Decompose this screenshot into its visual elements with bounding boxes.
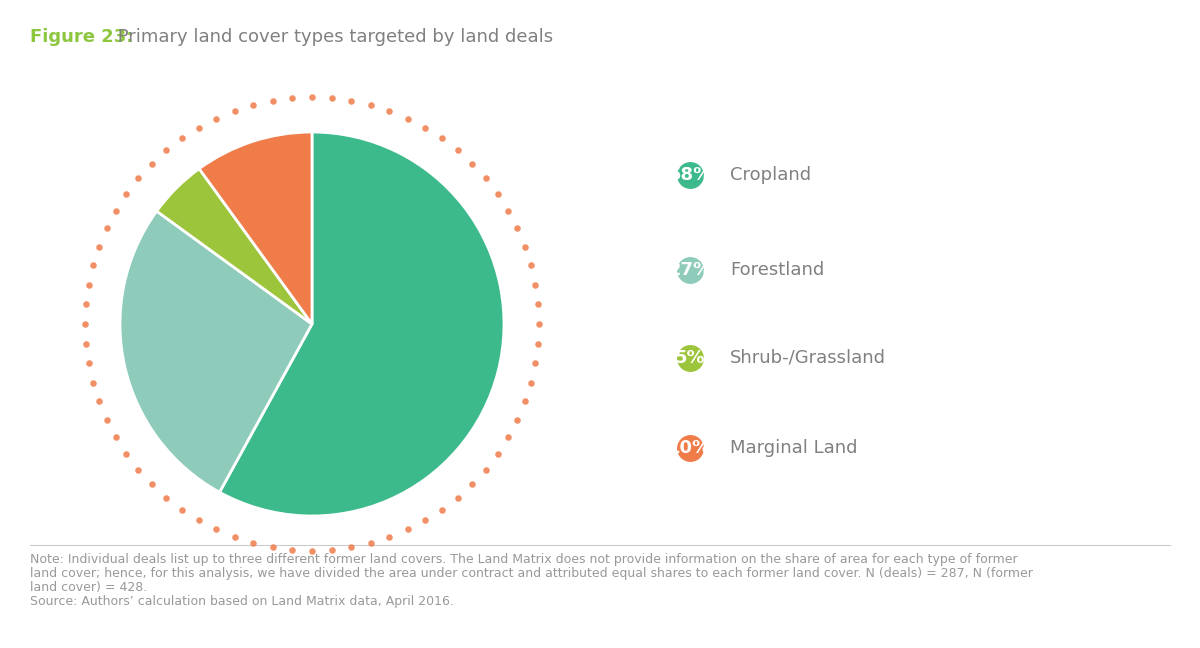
Point <box>116 449 136 459</box>
Point <box>77 338 96 349</box>
Point <box>528 338 547 349</box>
Wedge shape <box>220 132 504 516</box>
Point <box>263 542 282 552</box>
Point <box>106 432 125 443</box>
Point <box>380 532 400 542</box>
Text: 27%: 27% <box>668 261 712 279</box>
Point <box>680 170 700 180</box>
Wedge shape <box>199 132 312 324</box>
Text: Primary land cover types targeted by land deals: Primary land cover types targeted by lan… <box>112 28 553 46</box>
Point <box>488 449 508 459</box>
Point <box>528 299 547 310</box>
Point <box>508 415 527 425</box>
Text: land cover) = 428.: land cover) = 428. <box>30 581 148 594</box>
Point <box>380 106 400 116</box>
Point <box>342 542 361 552</box>
Point <box>77 299 96 310</box>
Point <box>244 538 263 548</box>
Point <box>526 279 545 290</box>
Point <box>488 189 508 199</box>
Point <box>322 93 341 104</box>
Text: 10%: 10% <box>668 439 712 457</box>
Point <box>79 358 98 369</box>
Point <box>463 159 482 169</box>
Point <box>521 377 540 388</box>
Point <box>106 205 125 216</box>
Point <box>84 377 103 388</box>
Point <box>283 544 302 555</box>
Point <box>342 96 361 106</box>
Point <box>224 106 244 116</box>
Point <box>190 122 209 133</box>
Point <box>361 538 380 548</box>
Text: Note: Individual deals list up to three different former land covers. The Land M: Note: Individual deals list up to three … <box>30 553 1018 566</box>
Point <box>84 260 103 271</box>
Point <box>263 96 282 106</box>
Wedge shape <box>120 211 312 492</box>
Point <box>398 524 418 535</box>
Point <box>515 241 534 251</box>
Point <box>508 223 527 233</box>
Point <box>499 432 518 443</box>
Point <box>398 113 418 124</box>
Point <box>173 504 192 515</box>
Point <box>97 415 116 425</box>
Point <box>157 145 176 156</box>
Text: 5%: 5% <box>674 349 706 367</box>
Point <box>680 353 700 363</box>
Point <box>680 443 700 453</box>
Point <box>244 100 263 110</box>
Point <box>515 397 534 407</box>
Text: Shrub-/Grassland: Shrub-/Grassland <box>730 349 886 367</box>
Point <box>680 265 700 275</box>
Point <box>432 133 451 144</box>
Point <box>142 479 161 489</box>
Point <box>302 92 322 102</box>
Point <box>302 546 322 556</box>
Point <box>463 479 482 489</box>
Point <box>206 113 226 124</box>
Point <box>415 122 434 133</box>
Text: Marginal Land: Marginal Land <box>730 439 858 457</box>
Point <box>116 189 136 199</box>
Text: 58%: 58% <box>668 166 712 184</box>
Point <box>128 173 148 183</box>
Wedge shape <box>157 168 312 324</box>
Point <box>97 223 116 233</box>
Point <box>476 173 496 183</box>
Point <box>529 319 548 329</box>
Text: Forestland: Forestland <box>730 261 824 279</box>
Point <box>90 397 109 407</box>
Point <box>173 133 192 144</box>
Point <box>476 465 496 475</box>
Point <box>79 279 98 290</box>
Point <box>499 205 518 216</box>
Point <box>448 145 467 156</box>
Point <box>76 319 95 329</box>
Point <box>361 100 380 110</box>
Point <box>432 504 451 515</box>
Point <box>190 515 209 526</box>
Point <box>128 465 148 475</box>
Text: Cropland: Cropland <box>730 166 811 184</box>
Point <box>283 93 302 104</box>
Point <box>157 492 176 503</box>
Point <box>90 241 109 251</box>
Point <box>322 544 341 555</box>
Point <box>448 492 467 503</box>
Point <box>206 524 226 535</box>
Text: Source: Authors’ calculation based on Land Matrix data, April 2016.: Source: Authors’ calculation based on La… <box>30 595 454 608</box>
Point <box>415 515 434 526</box>
Point <box>142 159 161 169</box>
Point <box>224 532 244 542</box>
Text: Figure 23:: Figure 23: <box>30 28 133 46</box>
Point <box>526 358 545 369</box>
Point <box>521 260 540 271</box>
Text: land cover; hence, for this analysis, we have divided the area under contract an: land cover; hence, for this analysis, we… <box>30 567 1033 580</box>
